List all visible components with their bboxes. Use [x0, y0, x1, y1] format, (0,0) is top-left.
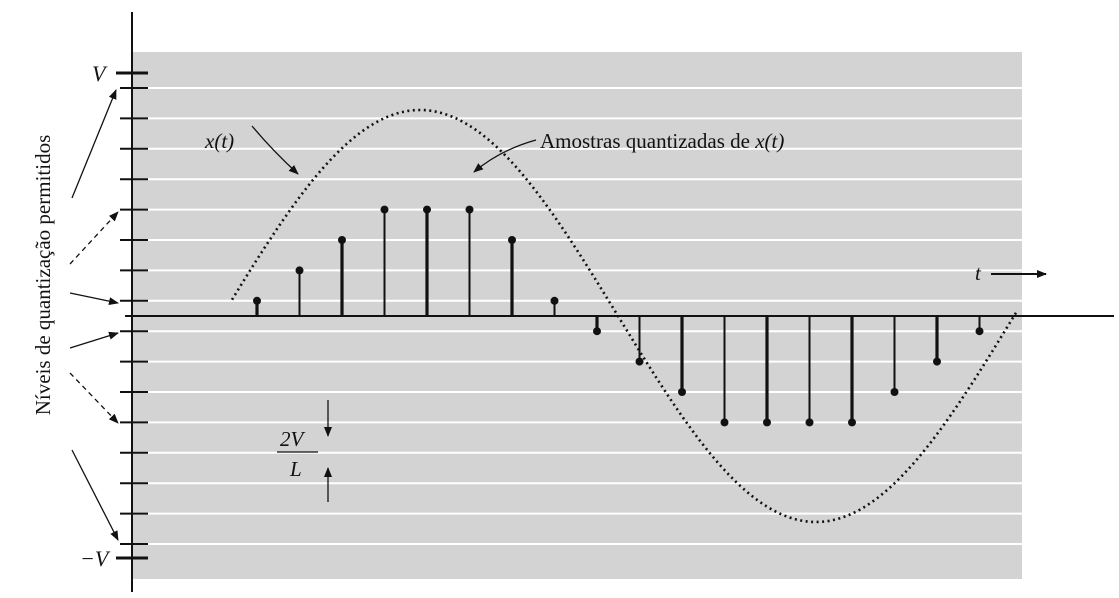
sample-dot — [380, 205, 389, 214]
v-bottom-label: −V — [80, 546, 111, 571]
samples-label-text: Amostras quantizadas de — [540, 129, 755, 153]
quantization-level-lines — [132, 87, 1022, 545]
sample-dot — [720, 418, 729, 427]
step-denominator: L — [289, 457, 302, 481]
sample-dot — [635, 357, 644, 366]
sample-dot — [763, 418, 771, 427]
sample-dot — [295, 266, 304, 275]
sample-dot — [678, 388, 686, 396]
signal-label: x(t) — [204, 129, 234, 153]
level-ticks — [120, 87, 148, 545]
quantized-samples — [253, 205, 984, 427]
sample-dot — [508, 236, 516, 244]
samples-label-symbol: x(t) — [754, 129, 784, 153]
sample-dot — [593, 327, 601, 336]
v-top-label: V — [92, 61, 108, 86]
samples-label-arrow — [473, 139, 537, 173]
quantization-levels-title: Níveis de quantização permitidos — [31, 135, 55, 416]
sample-dot — [465, 205, 474, 214]
signal-label-arrow — [251, 125, 299, 175]
sample-dot — [550, 296, 559, 305]
time-label: t — [975, 261, 982, 285]
signal-curve — [230, 108, 1018, 524]
sample-dot — [848, 418, 856, 427]
step-numerator: 2V — [280, 427, 306, 451]
sample-dot — [975, 327, 984, 336]
sample-dot — [423, 205, 431, 214]
sample-dot — [253, 296, 261, 305]
sample-dot — [805, 418, 814, 427]
sample-dot — [890, 388, 899, 396]
level-pointer-arrows — [69, 89, 119, 541]
samples-label: Amostras quantizadas de x(t) — [540, 129, 784, 153]
sample-dot — [338, 236, 346, 244]
sample-dot — [933, 357, 941, 366]
